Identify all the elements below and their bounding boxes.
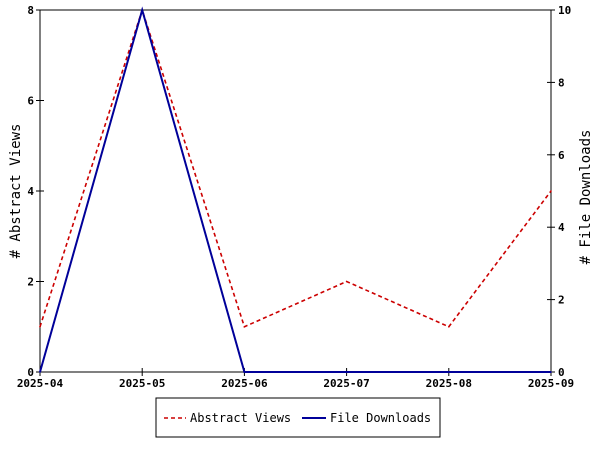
right-axis-tick-label: 2 [558, 294, 565, 307]
data-point-file-downloads [39, 371, 41, 373]
left-axis-tick-label: 2 [27, 276, 34, 289]
x-axis-tick-label: 2025-09 [528, 377, 574, 390]
right-axis-tick-label: 0 [558, 366, 565, 379]
data-point-file-downloads [448, 371, 450, 373]
data-point-file-downloads [550, 371, 552, 373]
left-axis-title: # Abstract Views [8, 124, 24, 259]
left-axis-tick-label: 8 [27, 4, 34, 17]
right-y-axis: 0 2 4 6 8 10 [547, 4, 571, 379]
legend-label-abstract-views: Abstract Views [190, 411, 291, 425]
data-point-abstract-views [448, 325, 450, 328]
data-point-file-downloads [243, 371, 246, 373]
data-point-abstract-views [243, 325, 246, 328]
right-axis-tick-label: 8 [558, 76, 565, 89]
x-axis: 2025-04 2025-05 2025-06 2025-07 2025-08 2025-… [17, 368, 574, 390]
data-point-file-downloads [141, 9, 143, 11]
data-point-file-downloads [345, 371, 348, 373]
plot-area-border [39, 9, 552, 373]
data-point-abstract-views [39, 325, 41, 328]
right-axis-tick-label: 4 [558, 221, 565, 234]
series-line-file-downloads [39, 6, 551, 373]
series-layer [39, 6, 552, 373]
left-y-axis: 0 2 4 6 8 [27, 4, 44, 379]
right-axis-title: # File Downloads [578, 130, 594, 265]
right-axis-tick-label: 6 [558, 149, 565, 162]
left-axis-tick-label: 4 [27, 185, 34, 198]
data-point-abstract-views [550, 190, 552, 192]
legend: Abstract Views File Downloads [155, 397, 441, 438]
x-axis-tick-label: 2025-04 [17, 377, 64, 390]
plot-frame [39, 9, 552, 373]
right-axis-tick-label: 10 [558, 4, 571, 17]
series-line-abstract-views [39, 7, 552, 328]
left-axis-tick-label: 6 [27, 95, 34, 108]
left-axis-tick-label: 0 [27, 366, 34, 379]
legend-label-file-downloads: File Downloads [330, 411, 431, 425]
x-axis-tick-label: 2025-07 [323, 377, 369, 390]
x-axis-tick-label: 2025-08 [426, 377, 472, 390]
x-axis-tick-label: 2025-05 [119, 377, 165, 390]
legend-box [155, 397, 441, 438]
data-point-abstract-views [345, 280, 348, 283]
x-axis-tick-label: 2025-06 [221, 377, 268, 390]
